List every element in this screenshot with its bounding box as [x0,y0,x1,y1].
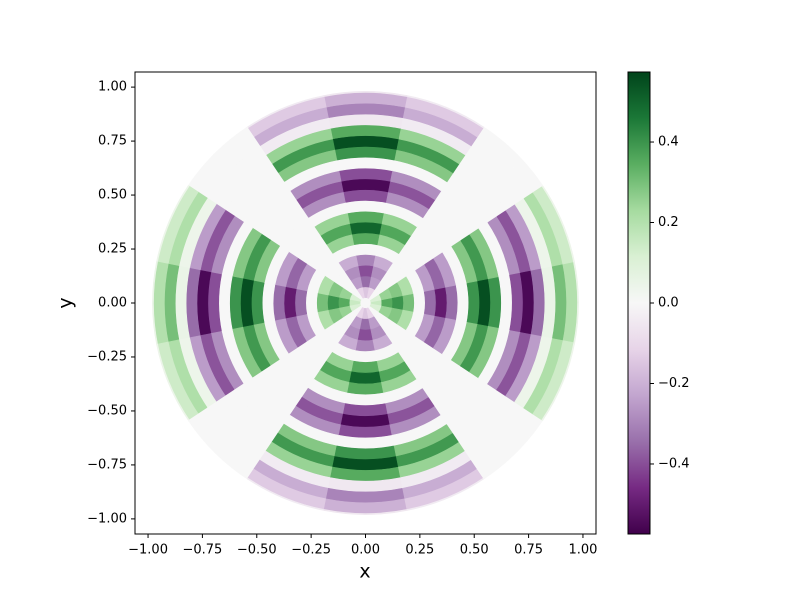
field-cell [353,350,378,363]
field-cell [349,371,383,385]
x-tick-label: 1.00 [568,543,597,558]
field-cell [353,243,378,256]
colorbar-tick-label: 0.0 [658,296,679,311]
field-cell [466,279,480,326]
field-cell [455,281,469,324]
y-tick-label: −0.25 [87,349,127,364]
x-tick-label: 0.25 [405,543,434,558]
colorbar-tick-label: −0.2 [658,376,690,391]
y-tick-label: 0.75 [98,134,127,149]
field-cell [423,288,437,318]
y-tick-label: −0.75 [87,457,127,472]
x-tick-label: −0.25 [291,543,331,558]
field-cell [316,293,329,314]
field-cell [355,254,376,267]
field-cell [342,403,389,417]
field-cell [283,286,297,320]
field-cell [294,288,308,318]
field-cell [251,280,265,327]
field-cell [348,221,382,235]
x-tick-label: −1.00 [128,543,168,558]
field-cell [347,381,385,396]
y-axis-label: y [55,297,77,308]
x-tick-label: −0.75 [182,543,222,558]
y-tick-label: 0.50 [98,188,127,203]
y-tick-label: −0.50 [87,403,127,418]
field-cell [445,284,459,322]
field-cell [402,292,415,313]
y-tick-label: −1.00 [87,511,127,526]
field-cell [272,284,286,322]
field-cell [351,360,381,374]
x-tick-label: 0.75 [514,543,543,558]
field-cell [262,282,276,325]
x-tick-label: 0.00 [351,543,380,558]
y-tick-label: 0.25 [98,242,127,257]
x-axis-label: x [359,561,370,583]
field [152,91,579,515]
field-cell [413,290,426,315]
field-cell [350,232,380,246]
colorbar-tick-label: −0.4 [658,456,690,471]
x-tick-label: 0.50 [460,543,489,558]
field-cell [346,210,384,225]
x-tick-label: −0.50 [237,543,277,558]
colorbar-tick-label: 0.4 [658,135,679,150]
field-cell [344,392,387,406]
colorbar [627,71,651,535]
field-cell [342,189,389,203]
field-cell [344,200,387,214]
field-cell [355,339,376,352]
colorbar-tick-label: 0.2 [658,215,679,230]
y-tick-label: 0.00 [98,296,127,311]
y-tick-label: 1.00 [98,80,127,95]
field-cell [434,286,448,320]
field-cell [541,342,576,421]
field-cell [305,291,318,316]
